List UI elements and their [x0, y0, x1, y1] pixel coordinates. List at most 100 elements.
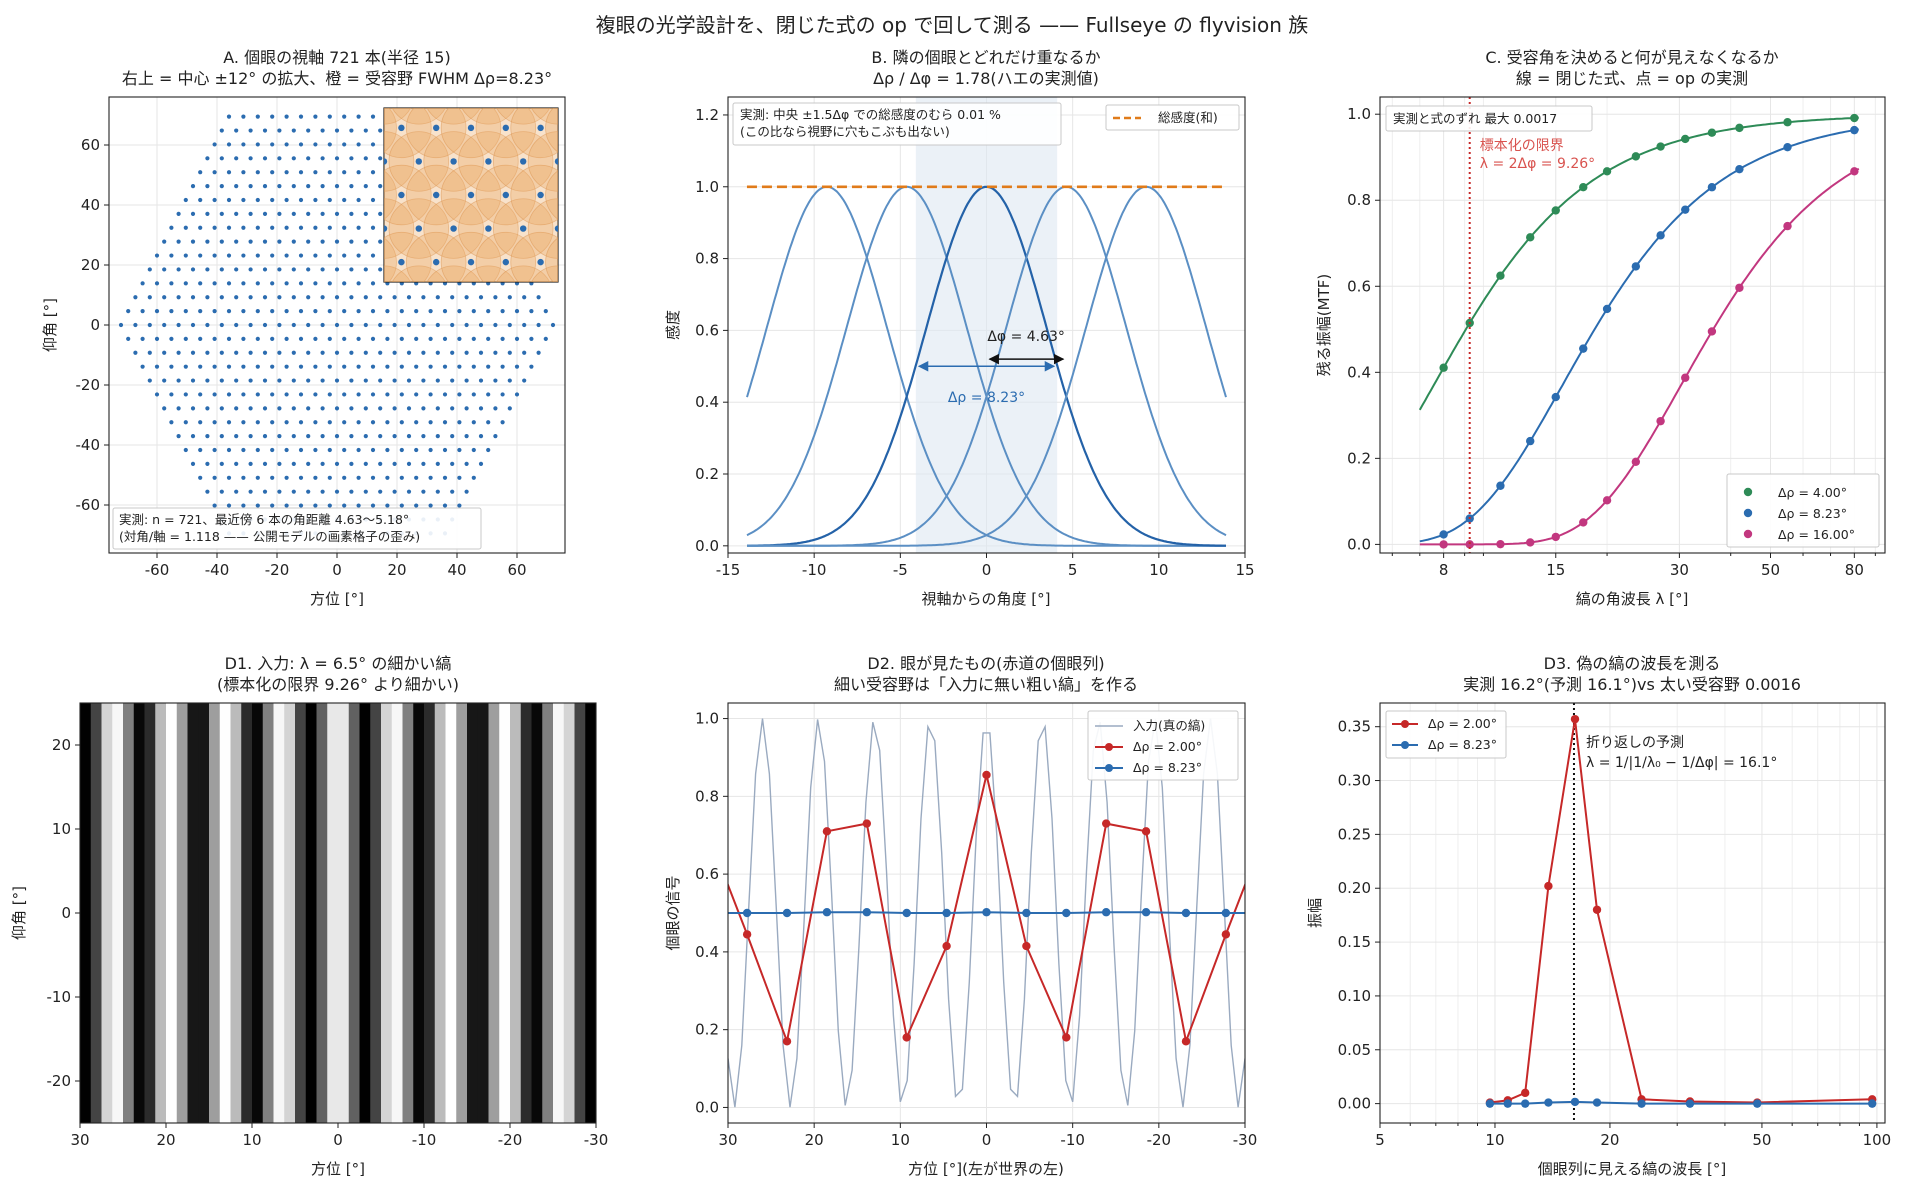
lattice-point — [234, 239, 239, 244]
lattice-point — [342, 447, 347, 453]
panel-d2-ticks: 30 20 10 0 -10 -20 -30 0.0 0.2 0.4 0.6 0.8 1.0 — [695, 710, 1257, 1149]
lattice-point — [363, 322, 368, 328]
lattice-point — [298, 392, 304, 397]
lattice-point — [327, 281, 332, 286]
lattice-point — [241, 142, 246, 147]
lattice-point — [298, 364, 304, 369]
lattice-point — [298, 170, 304, 175]
lattice-point — [255, 336, 260, 341]
panel-d1-subtitle: (標本化の限界 9.26° より細かい) — [217, 675, 459, 694]
lattice-point — [147, 350, 152, 355]
panel-d1-ylabel: 仰角 [°] — [10, 886, 28, 940]
panel-a: A. 個眼の視軸 721 本(半径 15) 右上 = 中心 ±12° の拡大、橙… — [41, 48, 623, 608]
lattice-point — [392, 489, 397, 494]
lattice-point — [363, 434, 368, 439]
lattice-point — [349, 406, 354, 411]
A-ytick-label: -40 — [76, 436, 101, 454]
B-xtick-label: -5 — [893, 561, 908, 579]
lattice-point — [313, 309, 318, 314]
lattice-point — [212, 475, 217, 480]
ommatidium-signal-point — [862, 908, 872, 917]
receptive-field-circle — [563, 132, 623, 192]
lattice-point — [176, 322, 181, 328]
lattice-point — [234, 211, 239, 216]
lattice-point — [190, 267, 196, 272]
lattice-point — [522, 378, 527, 383]
inset-axis-point — [363, 259, 369, 265]
panel-d3-prediction-label-1: 折り返しの予測 — [1586, 735, 1684, 751]
lattice-point — [500, 364, 505, 369]
lattice-point — [486, 420, 491, 425]
lattice-point — [435, 406, 440, 411]
stripe-cell — [241, 703, 253, 1123]
lattice-point — [284, 364, 289, 369]
mtf-point — [1850, 125, 1859, 135]
lattice-point — [270, 114, 275, 119]
lattice-point — [313, 392, 318, 397]
lattice-point — [442, 475, 448, 480]
lattice-point — [370, 114, 376, 119]
panel-d3-xlabel: 個眼列に見える縞の波長 [°] — [1538, 1160, 1727, 1178]
lattice-point — [205, 434, 210, 439]
alias-amplitude-point — [1685, 1099, 1695, 1108]
lattice-point — [471, 475, 476, 480]
panel-c-title: C. 受容角を決めると何が見えなくなるか — [1485, 48, 1778, 67]
lattice-point — [363, 378, 368, 383]
lattice-point — [327, 170, 332, 175]
legend-label: Δρ = 2.00° — [1133, 739, 1202, 754]
lattice-point — [162, 378, 167, 383]
lattice-point — [205, 295, 210, 300]
lattice-point — [306, 267, 311, 272]
ommatidium-signal-point — [1022, 941, 1031, 951]
lattice-point — [349, 267, 354, 272]
D3-xtick-label: 5 — [1375, 1131, 1385, 1149]
lattice-point — [183, 420, 188, 425]
lattice-point — [241, 364, 246, 369]
lattice-point — [212, 309, 217, 314]
D3-ytick-label: 0.35 — [1338, 718, 1371, 736]
stripe-cell — [187, 703, 199, 1123]
mtf-point — [1850, 113, 1859, 123]
inset-axis-point — [398, 124, 405, 132]
lattice-point — [212, 142, 217, 147]
lattice-point — [514, 364, 520, 369]
lattice-point — [219, 461, 224, 466]
lattice-point — [529, 364, 534, 369]
lattice-point — [291, 489, 296, 494]
stripe-cell — [123, 703, 135, 1123]
lattice-point — [270, 503, 275, 508]
lattice-point — [385, 309, 390, 314]
lattice-point — [414, 447, 419, 453]
lattice-point — [205, 350, 210, 355]
lattice-point — [349, 350, 354, 355]
lattice-point — [291, 322, 296, 328]
lattice-point — [370, 281, 376, 286]
panel-d1: D1. 入力: λ = 6.5° の細かい縞 (標本化の限界 9.26° より細… — [10, 654, 608, 1178]
panel-b-dphi-label: Δφ = 4.63° — [987, 329, 1065, 345]
lattice-point — [226, 309, 232, 314]
panel-b-xlabel: 視軸からの角度 [°] — [922, 590, 1051, 608]
panel-c-ylabel: 残る振幅(MTF) — [1315, 274, 1333, 376]
panel-d3-legend-items: Δρ = 2.00° Δρ = 8.23° — [1392, 716, 1497, 752]
panel-d2-curves — [728, 718, 1245, 1108]
lattice-point — [399, 420, 404, 425]
lattice-point — [284, 114, 289, 119]
legend-label: 入力(真の縞) — [1133, 718, 1205, 733]
lattice-point — [226, 253, 232, 258]
D2-ytick-label: 0.8 — [695, 787, 719, 805]
panel-d1-title: D1. 入力: λ = 6.5° の細かい縞 — [225, 654, 452, 673]
lattice-point — [234, 489, 239, 494]
lattice-point — [450, 322, 455, 328]
lattice-point — [262, 406, 268, 411]
lattice-point — [342, 225, 347, 230]
ommatidium-signal-point — [902, 908, 911, 918]
lattice-point — [262, 350, 268, 355]
lattice-point — [478, 350, 484, 355]
lattice-point — [277, 211, 282, 216]
mtf-point — [1579, 518, 1588, 527]
panel-d2-ylabel: 個眼の信号 — [664, 875, 682, 950]
lattice-point — [169, 420, 174, 425]
stripe-cell — [90, 703, 103, 1123]
C-xtick-label: 15 — [1546, 561, 1565, 579]
